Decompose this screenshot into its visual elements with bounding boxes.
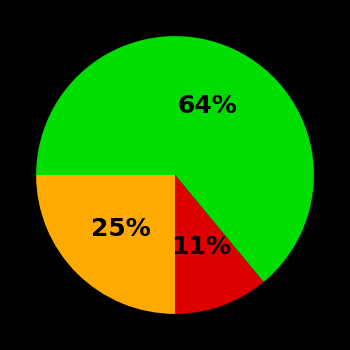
Text: 64%: 64% [178,94,237,118]
Wedge shape [36,36,314,282]
Text: 25%: 25% [91,217,151,241]
Wedge shape [175,175,264,314]
Text: 11%: 11% [171,235,231,259]
Wedge shape [36,175,175,314]
